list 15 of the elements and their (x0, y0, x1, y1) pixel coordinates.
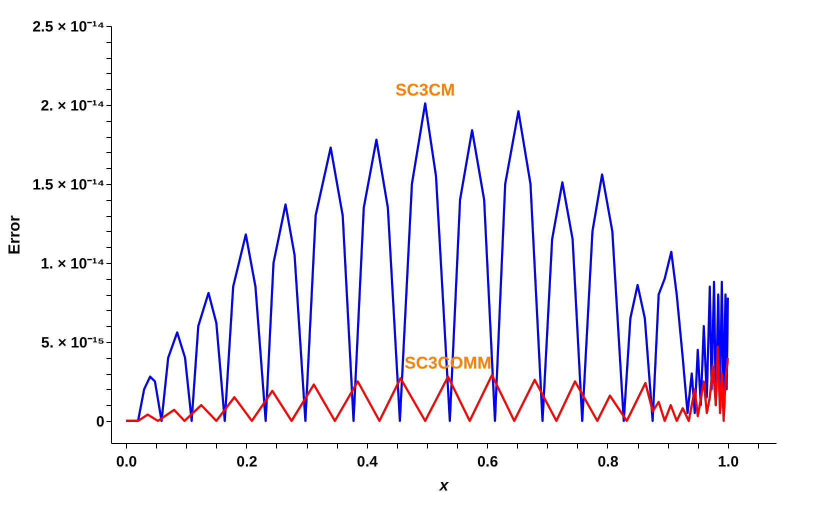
x-tick-label: 0.4 (356, 454, 378, 470)
x-tick-label: 0.6 (477, 454, 498, 470)
x-axis-title: x (438, 478, 450, 494)
y-tick-label: 1. × 10⁻¹⁴ (40, 255, 104, 272)
y-tick-label: 2. × 10⁻¹⁴ (40, 97, 104, 114)
x-tick-label: 0.0 (116, 454, 137, 470)
x-tick-label: 0.2 (236, 454, 258, 470)
y-tick-label: 1.5 × 10⁻¹⁴ (32, 176, 104, 194)
y-tick-label: 2.5 × 10⁻¹⁴ (32, 18, 104, 36)
y-tick-label: 0 (96, 413, 104, 430)
y-axis-title: Error (6, 215, 24, 255)
y-tick-label: 5. × 10⁻¹⁵ (41, 334, 104, 352)
series-label: SC3CM (395, 80, 455, 100)
x-tick-label: 1.0 (718, 454, 739, 470)
x-tick-label: 0.8 (598, 454, 618, 470)
